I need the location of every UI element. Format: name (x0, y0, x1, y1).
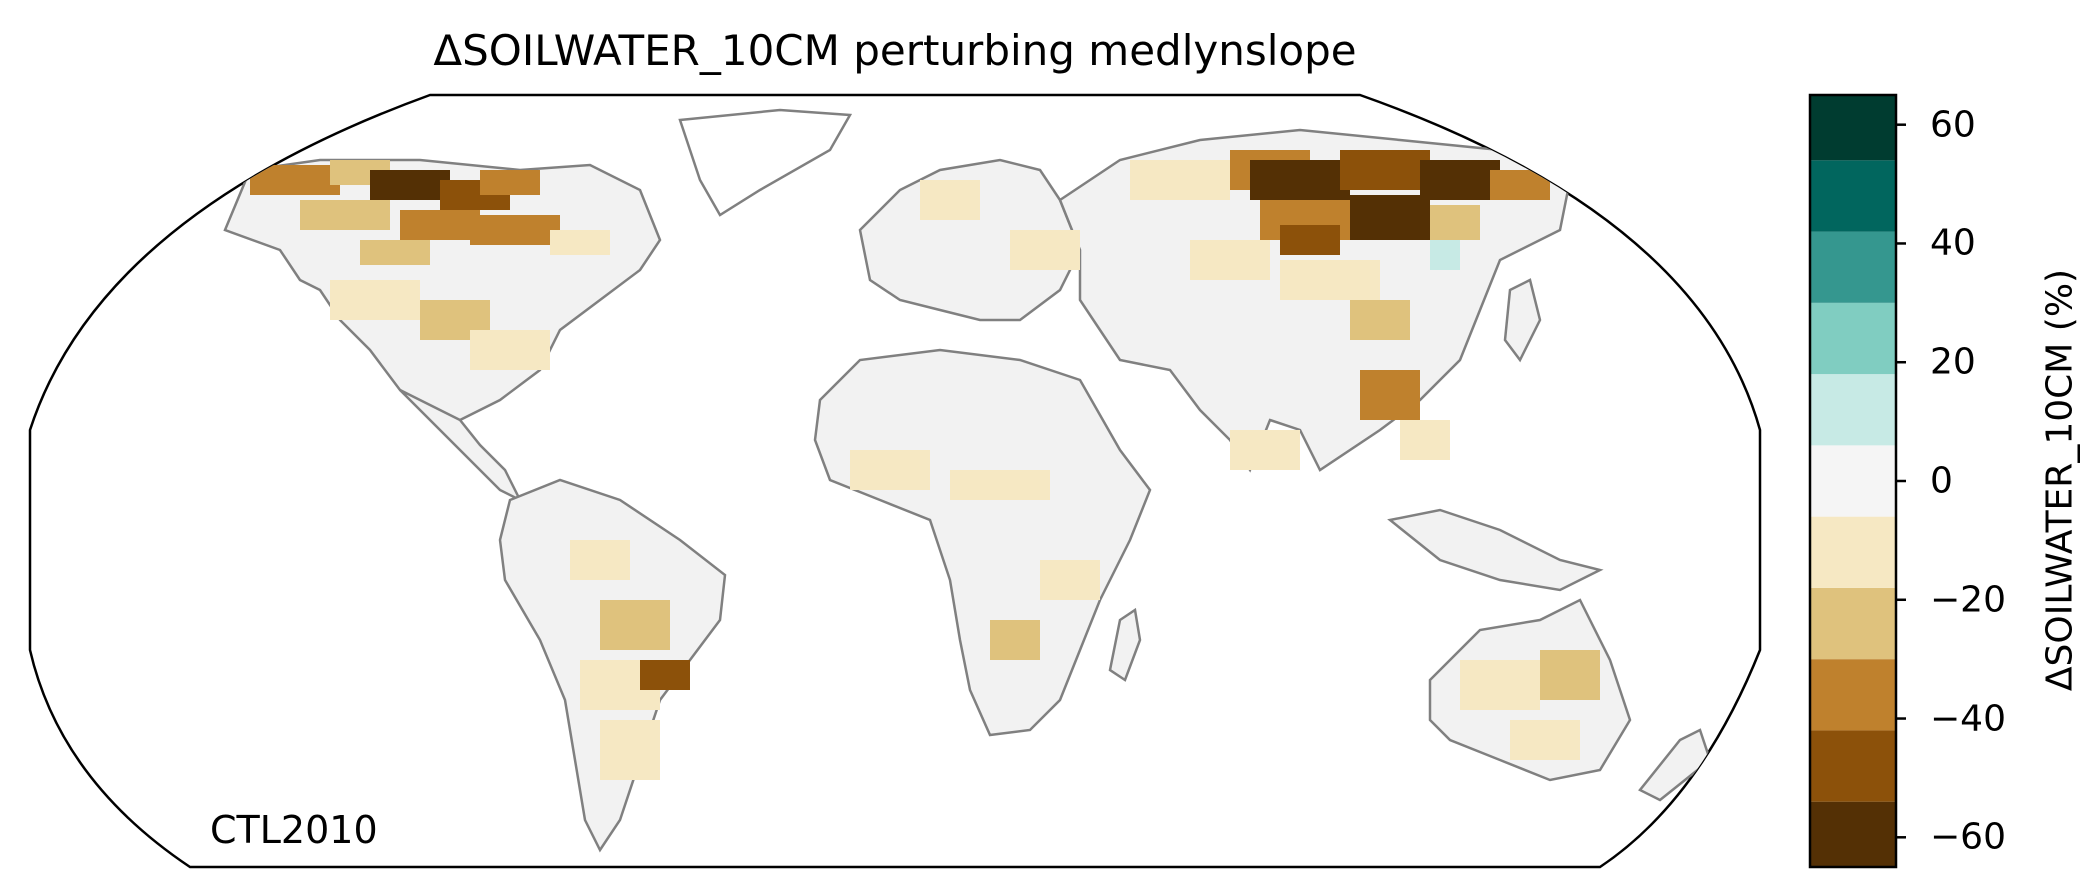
anomaly-cell (1400, 420, 1450, 460)
anomaly-cell (480, 170, 540, 195)
colorbar-bin (1810, 374, 1896, 446)
anomaly-cell (250, 165, 340, 195)
anomaly-cell (1420, 160, 1500, 200)
anomaly-cell (600, 600, 670, 650)
landmass-africa (813, 348, 1152, 737)
colorbar-bin (1810, 587, 1896, 660)
anomaly-patches (250, 150, 1600, 780)
anomaly-cell (1360, 370, 1420, 420)
colorbar-bin (1810, 445, 1896, 517)
colorbar-bin (1810, 302, 1896, 375)
anomaly-cell (920, 180, 980, 220)
anomaly-cell (470, 330, 550, 370)
anomaly-cell (600, 720, 660, 780)
colorbar-tick-label: −20 (1930, 579, 2006, 621)
anomaly-cell (400, 210, 480, 240)
colorbar-bin (1810, 801, 1896, 867)
colorbar-label: ΔSOILWATER_10CM (%) (2039, 268, 2081, 692)
anomaly-cell (1540, 650, 1600, 700)
anomaly-cell (1350, 300, 1410, 340)
colorbar-tick-label: 20 (1930, 341, 1976, 383)
colorbar-tick-label: −60 (1930, 816, 2006, 858)
anomaly-cell (1430, 205, 1480, 240)
anomaly-cell (1190, 240, 1270, 280)
map-title: ΔSOILWATER_10CM perturbing medlynslope (433, 26, 1357, 75)
colorbar-tick-label: 60 (1930, 104, 1976, 146)
anomaly-cell (1230, 430, 1300, 470)
anomaly-cell (1490, 170, 1550, 200)
land-layer (223, 108, 1712, 853)
landmass-japan (1503, 278, 1542, 363)
anomaly-cell (1280, 260, 1380, 300)
colorbar-bin (1810, 95, 1896, 161)
anomaly-cell (1040, 560, 1100, 600)
anomaly-cell (1280, 225, 1340, 255)
anomaly-cell (300, 200, 390, 230)
colorbar-ticks (1896, 123, 1906, 839)
colorbar-tick-label: 40 (1930, 222, 1976, 264)
landmass-new-zealand (1638, 728, 1712, 802)
colorbar-bin (1810, 730, 1896, 802)
landmass-maritime-asia (1387, 508, 1604, 592)
colorbar-bin (1810, 516, 1896, 588)
anomaly-cell (1350, 195, 1430, 240)
colorbar-bin (1810, 231, 1896, 303)
anomaly-cell (1130, 160, 1230, 200)
anomaly-cell (990, 620, 1040, 660)
anomaly-cell (330, 280, 420, 320)
colorbar-bin (1810, 160, 1896, 232)
anomaly-cell (640, 660, 690, 690)
colorbar-tick-label: −40 (1930, 698, 2006, 740)
anomaly-cell (1430, 240, 1460, 270)
anomaly-cell (1340, 150, 1430, 190)
anomaly-cell (1510, 720, 1580, 760)
anomaly-cell (850, 450, 930, 490)
anomaly-cell (570, 540, 630, 580)
anomaly-cell (370, 170, 450, 200)
colorbar (1808, 93, 1898, 869)
run-label: CTL2010 (210, 808, 378, 852)
anomaly-cell (550, 230, 610, 255)
landmass-greenland (678, 108, 853, 217)
anomaly-cell (360, 240, 430, 265)
anomaly-cell (1010, 230, 1080, 270)
anomaly-cell (950, 470, 1050, 500)
colorbar-bin (1810, 659, 1896, 731)
anomaly-cell (1250, 160, 1350, 200)
colorbar-tick-label: 0 (1930, 460, 1953, 502)
anomaly-cell (1460, 660, 1540, 710)
anomaly-cell (470, 215, 560, 245)
landmass-madagascar (1108, 607, 1142, 682)
